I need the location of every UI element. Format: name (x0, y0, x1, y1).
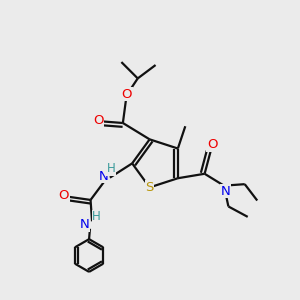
Text: S: S (146, 181, 154, 194)
Text: O: O (207, 138, 217, 152)
Text: H: H (107, 162, 116, 175)
Text: O: O (58, 189, 69, 202)
Text: N: N (220, 184, 230, 197)
Text: O: O (122, 88, 132, 101)
Text: N: N (80, 218, 90, 231)
Text: N: N (98, 170, 108, 183)
Text: H: H (92, 210, 101, 224)
Text: O: O (93, 114, 104, 127)
